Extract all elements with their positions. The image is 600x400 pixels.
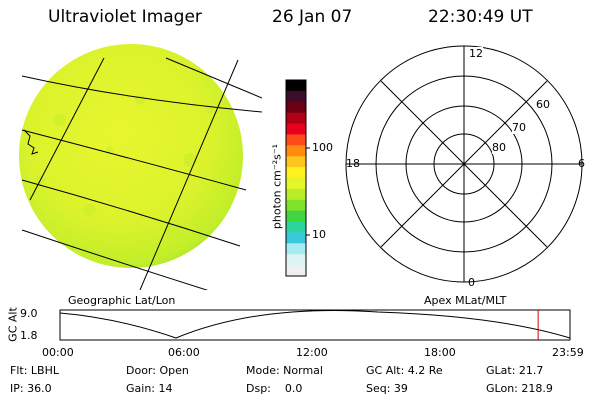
mlat-label-70: 70: [512, 121, 526, 134]
apex-label: Apex MLat/MLT: [424, 294, 507, 307]
mlt-label-12: 12: [469, 47, 483, 60]
latitude-line: [165, 57, 262, 99]
timeline-x-label-2359: 23:59: [552, 346, 584, 359]
info-filter: Flt: LBHL: [10, 364, 59, 377]
timeline-x-label-1800: 18:00: [424, 346, 456, 359]
info-gain: Gain: 14: [126, 382, 173, 395]
altitude-timeline: [59, 309, 571, 341]
coastline: [23, 129, 39, 155]
colorbar-swatch: [286, 243, 306, 255]
colorbar-unit-label: photon cm⁻²s⁻¹: [270, 143, 284, 230]
colorbar-swatch: [286, 167, 306, 179]
info-door: Door: Open: [126, 364, 189, 377]
info-glat: GLat: 21.7: [486, 364, 544, 377]
timeline-frame: [59, 309, 571, 341]
colorbar-swatch: [286, 199, 306, 212]
mlt-label-6: 6: [578, 157, 585, 170]
observation-time: 22:30:49 UT: [428, 7, 533, 27]
geographic-label: Geographic Lat/Lon: [68, 294, 176, 307]
colorbar-swatch: [286, 210, 306, 223]
latitude-line: [21, 229, 209, 290]
colorbar-swatch: [286, 101, 306, 114]
colorbar-swatch: [286, 134, 306, 146]
colorbar-swatch: [286, 123, 306, 135]
altitude-curve: [59, 309, 571, 339]
colorbar-swatch: [286, 254, 306, 266]
latitude-line: [21, 179, 241, 247]
colorbar-swatch: [286, 265, 306, 277]
colorbar-swatch: [286, 112, 306, 125]
colorbar-swatch: [286, 188, 306, 201]
mlat-label-80: 80: [492, 141, 506, 154]
colorbar-tick-label-10: 10: [312, 228, 326, 241]
latitude-line: [21, 75, 262, 113]
geographic-grid: [21, 57, 262, 290]
earth-disk: [19, 44, 243, 268]
mlt-label-0: 0: [468, 276, 475, 289]
longitude-line: [29, 57, 105, 201]
colorbar-swatch: [286, 178, 306, 190]
info-mode: Mode: Normal: [246, 364, 323, 377]
timeline-x-label-1200: 12:00: [296, 346, 328, 359]
colorbar-tick-label-100: 100: [312, 141, 333, 154]
colorbar-swatch: [286, 221, 306, 233]
colorbar-swatch: [286, 145, 306, 157]
info-ip: IP: 36.0: [10, 382, 52, 395]
colorbar-frame: [285, 79, 307, 277]
timeline-axis-label: GC Alt: [6, 307, 20, 342]
colorbar: [285, 79, 310, 277]
info-seq: Seq: 39: [366, 382, 408, 395]
info-dsp: Dsp: 0.0: [246, 382, 303, 395]
info-glon: GLon: 218.9: [486, 382, 553, 395]
colorbar-swatch: [286, 156, 306, 168]
polar-meridian: [380, 80, 548, 248]
info-gc-alt: GC Alt: 4.2 Re: [366, 364, 443, 377]
longitude-line: [139, 59, 239, 290]
timeline-x-label-0000: 00:00: [42, 346, 74, 359]
mlt-label-18: 18: [346, 157, 360, 170]
colorbar-swatch: [286, 90, 306, 103]
latitude-line: [21, 129, 247, 191]
colorbar-swatches: [286, 80, 306, 277]
colorbar-swatch: [286, 80, 306, 92]
timeline-x-label-0600: 06:00: [168, 346, 200, 359]
geographic-image-panel: [19, 44, 262, 290]
apex-polar-plot: [345, 45, 583, 283]
observation-date: 26 Jan 07: [272, 7, 353, 27]
instrument-title: Ultraviolet Imager: [48, 7, 202, 27]
colorbar-swatch: [286, 232, 306, 244]
timeline-y-label-min: 1.8: [20, 329, 38, 342]
timeline-y-label-max: 9.0: [20, 307, 38, 320]
mlat-label-60: 60: [536, 98, 550, 111]
